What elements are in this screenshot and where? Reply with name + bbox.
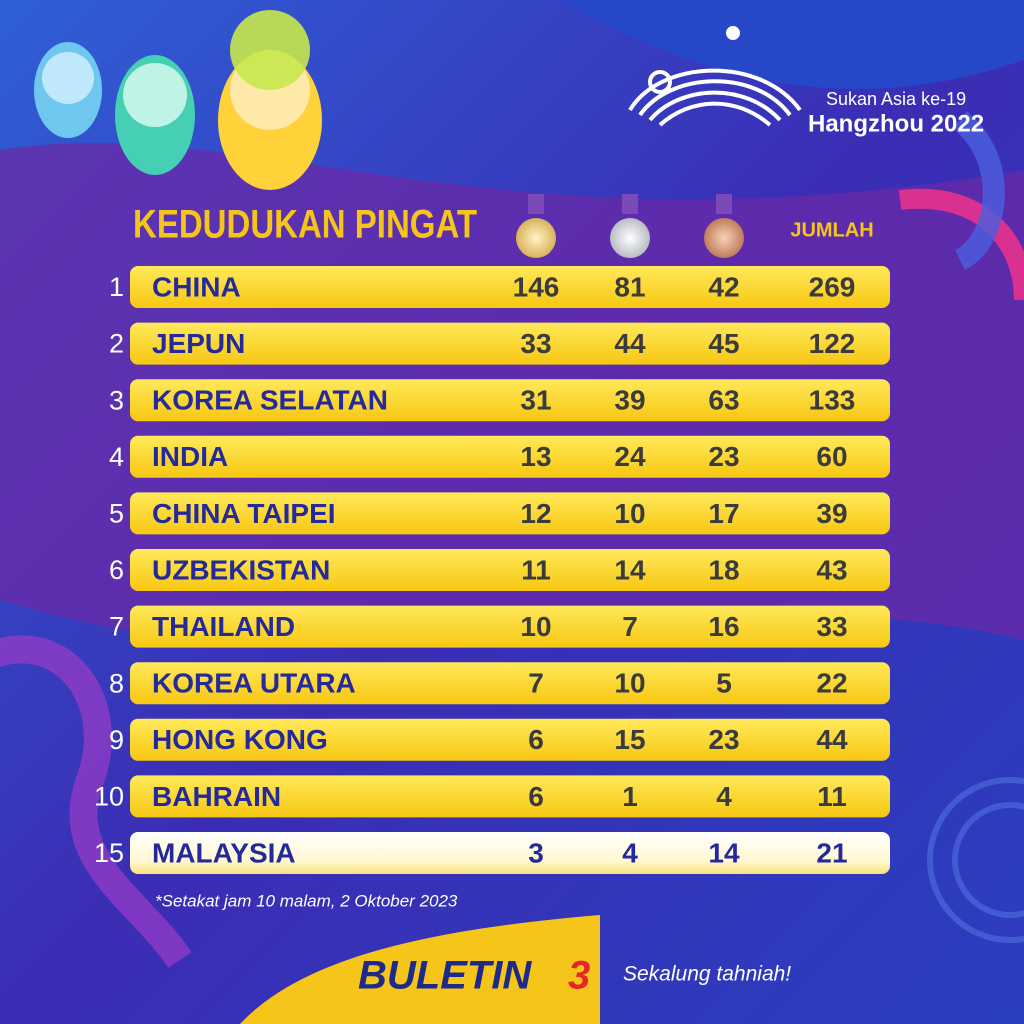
table-row: [130, 605, 890, 648]
silver-count: 1: [622, 781, 638, 812]
silver-count: 14: [614, 554, 646, 585]
rank: 9: [109, 725, 124, 755]
silver-count: 10: [614, 498, 645, 529]
total-count: 21: [816, 837, 847, 868]
total-header: JUMLAH: [790, 219, 873, 241]
silver-count: 24: [614, 441, 646, 472]
bronze-count: 42: [708, 271, 739, 302]
gold-count: 3: [528, 837, 544, 868]
gold-count: 146: [513, 271, 560, 302]
bronze-count: 45: [708, 328, 739, 359]
table-row: [130, 322, 890, 365]
gold-count: 6: [528, 724, 544, 755]
rank: 1: [109, 272, 124, 302]
brand-name: BULETIN: [358, 954, 532, 998]
total-count: 33: [816, 611, 847, 642]
deco-ring: [927, 777, 1024, 943]
bronze-count: 5: [716, 668, 732, 699]
total-count: 60: [816, 441, 847, 472]
rank: 4: [109, 442, 124, 472]
tagline: Sekalung tahniah!: [623, 963, 791, 986]
gold-count: 31: [520, 385, 551, 416]
table-row: [130, 775, 890, 818]
silver-count: 10: [614, 668, 645, 699]
event-name: Sukan Asia ke-19: [826, 89, 966, 109]
country: CHINA TAIPEI: [152, 498, 336, 529]
gold-count: 13: [520, 441, 551, 472]
bronze-count: 23: [708, 441, 739, 472]
bronze-count: 4: [716, 781, 732, 812]
total-count: 22: [816, 668, 847, 699]
deco-curve: [952, 111, 1005, 270]
total-count: 269: [809, 271, 856, 302]
bronze-count: 16: [708, 611, 739, 642]
silver-count: 44: [614, 328, 646, 359]
bottom-band: [240, 915, 600, 1024]
silver-count: 15: [614, 724, 645, 755]
total-count: 44: [816, 724, 848, 755]
country: KOREA UTARA: [152, 668, 356, 699]
table-row: [130, 266, 890, 308]
gold-count: 12: [520, 498, 551, 529]
bronze-count: 18: [708, 554, 739, 585]
table-row: [130, 662, 890, 705]
gold-count: 11: [521, 554, 551, 585]
table-row: [130, 379, 890, 422]
gold-medal-icon: [516, 194, 556, 258]
bronze-medal-icon: [704, 194, 744, 258]
gold-count: 7: [528, 668, 544, 699]
silver-medal-icon: [610, 194, 650, 258]
rank: 10: [94, 782, 124, 812]
country: BAHRAIN: [152, 781, 281, 812]
gold-count: 6: [528, 781, 544, 812]
event-city: Hangzhou 2022: [808, 110, 984, 137]
silver-count: 81: [614, 271, 645, 302]
total-count: 43: [816, 554, 847, 585]
brand-mark: 3: [568, 954, 590, 998]
gold-count: 10: [520, 611, 551, 642]
bronze-count: 17: [708, 498, 739, 529]
rank: 15: [94, 838, 124, 868]
table-row: [130, 718, 890, 761]
silver-count: 7: [622, 611, 638, 642]
country: INDIA: [152, 441, 228, 472]
total-count: 133: [809, 385, 856, 416]
table-row: [130, 549, 890, 591]
country: JEPUN: [152, 328, 245, 359]
deco-ring: [952, 802, 1024, 918]
silver-count: 4: [622, 837, 638, 868]
table-row: [130, 435, 890, 478]
gold-count: 33: [520, 328, 551, 359]
bronze-count: 63: [708, 385, 739, 416]
bronze-count: 14: [708, 837, 740, 868]
deco-curve: [0, 635, 192, 969]
rank: 2: [109, 329, 124, 359]
footnote: *Setakat jam 10 malam, 2 Oktober 2023: [155, 891, 458, 910]
games-logo: [628, 26, 802, 127]
total-count: 11: [817, 781, 847, 812]
rank: 6: [109, 555, 124, 585]
table-row: [130, 492, 890, 535]
bronze-count: 23: [708, 724, 739, 755]
rank: 5: [109, 499, 124, 529]
country: UZBEKISTAN: [152, 554, 330, 585]
rank: 3: [109, 385, 124, 415]
country: KOREA SELATAN: [152, 385, 388, 416]
country: THAILAND: [152, 611, 295, 642]
rank: 7: [109, 612, 124, 642]
top-band: [560, 0, 1024, 89]
country: HONG KONG: [152, 724, 328, 755]
total-count: 122: [809, 328, 856, 359]
mascots: [34, 10, 322, 190]
rank: 8: [109, 668, 124, 698]
table-title: KEDUDUKAN PINGAT: [133, 203, 477, 247]
country: MALAYSIA: [152, 837, 296, 868]
country: CHINA: [152, 271, 241, 302]
silver-count: 39: [614, 385, 645, 416]
total-count: 39: [816, 498, 847, 529]
table-row: [130, 832, 890, 874]
